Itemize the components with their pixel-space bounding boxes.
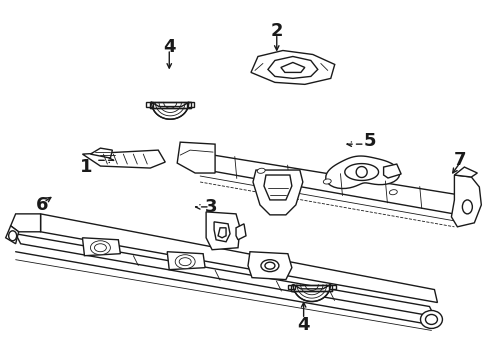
Polygon shape: [291, 285, 332, 291]
Polygon shape: [167, 252, 205, 270]
Ellipse shape: [9, 231, 17, 241]
Polygon shape: [384, 164, 401, 178]
Ellipse shape: [179, 258, 191, 266]
Polygon shape: [151, 102, 189, 119]
Polygon shape: [218, 228, 226, 238]
Polygon shape: [195, 152, 460, 215]
Polygon shape: [253, 170, 303, 215]
Text: 7: 7: [454, 151, 466, 169]
Ellipse shape: [420, 310, 442, 328]
Polygon shape: [6, 226, 19, 244]
Polygon shape: [177, 142, 215, 173]
Polygon shape: [326, 156, 399, 189]
Ellipse shape: [261, 260, 279, 272]
Polygon shape: [91, 148, 112, 158]
Polygon shape: [236, 224, 246, 240]
Polygon shape: [150, 102, 191, 108]
Ellipse shape: [265, 262, 275, 269]
Text: 4: 4: [163, 38, 175, 56]
Ellipse shape: [91, 241, 110, 255]
Polygon shape: [248, 252, 292, 280]
Polygon shape: [293, 285, 330, 302]
Polygon shape: [16, 234, 435, 316]
Polygon shape: [206, 212, 240, 250]
Text: 5: 5: [364, 131, 376, 149]
Ellipse shape: [323, 179, 331, 184]
Polygon shape: [268, 57, 318, 78]
Ellipse shape: [257, 168, 265, 173]
Ellipse shape: [463, 200, 472, 214]
Polygon shape: [281, 62, 305, 72]
Polygon shape: [329, 285, 336, 289]
Polygon shape: [187, 102, 195, 107]
Polygon shape: [82, 238, 121, 256]
Text: 4: 4: [297, 316, 310, 334]
Ellipse shape: [175, 255, 195, 269]
Polygon shape: [214, 222, 230, 242]
Text: 6: 6: [36, 196, 49, 214]
Polygon shape: [251, 50, 335, 84]
Text: 1: 1: [80, 158, 93, 176]
Polygon shape: [41, 214, 438, 302]
Polygon shape: [454, 167, 477, 177]
Polygon shape: [288, 285, 295, 289]
Text: 2: 2: [270, 22, 283, 40]
Ellipse shape: [390, 190, 397, 195]
Polygon shape: [146, 102, 153, 107]
Polygon shape: [11, 214, 41, 232]
Ellipse shape: [95, 244, 106, 252]
Text: 3: 3: [204, 198, 217, 216]
Polygon shape: [345, 163, 379, 180]
Polygon shape: [264, 175, 292, 200]
Polygon shape: [82, 150, 165, 168]
Ellipse shape: [425, 315, 438, 324]
Polygon shape: [451, 175, 481, 227]
Polygon shape: [356, 167, 367, 177]
